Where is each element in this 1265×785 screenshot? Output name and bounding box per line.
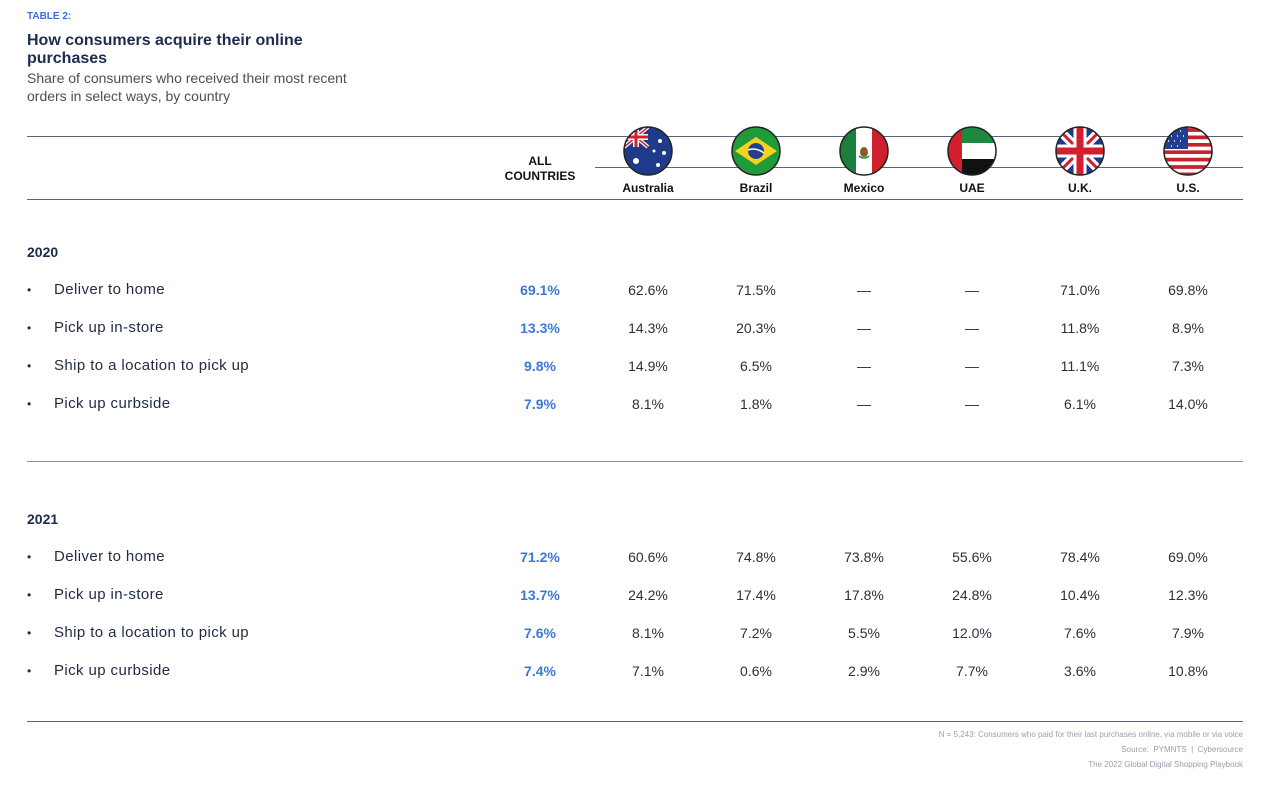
row-label: Pick up curbside <box>27 395 170 412</box>
row-label: Pick up in-store <box>27 319 164 336</box>
cell: — <box>965 358 979 374</box>
cell: 8.1% <box>632 625 664 641</box>
cell: 17.8% <box>844 587 884 603</box>
cell: 7.6% <box>1064 625 1096 641</box>
cell: 71.0% <box>1060 282 1100 298</box>
cell: 5.5% <box>848 625 880 641</box>
cell: 78.4% <box>1060 549 1100 565</box>
flag-uae <box>947 126 997 176</box>
cell: 14.0% <box>1168 396 1208 412</box>
title: How consumers acquire their online purch… <box>27 32 303 67</box>
footnote: N = 5,243: Consumers who paid for their … <box>938 730 1243 739</box>
cell: 24.2% <box>628 587 668 603</box>
cell: — <box>857 396 871 412</box>
column-header: Mexico <box>843 181 885 195</box>
cell: — <box>965 282 979 298</box>
row-label: Deliver to home <box>27 281 165 298</box>
column-header: U.S. <box>1176 181 1200 195</box>
rule <box>27 721 1243 722</box>
cell: 0.6% <box>740 663 772 679</box>
cell: 69.1% <box>520 282 560 298</box>
cell: 14.3% <box>628 320 668 336</box>
flag-us <box>1163 126 1213 176</box>
column-header: Brazil <box>739 181 773 195</box>
cell: 20.3% <box>736 320 776 336</box>
rule <box>27 199 1243 200</box>
cell: 1.8% <box>740 396 772 412</box>
flag-mexico <box>839 126 889 176</box>
cell: 17.4% <box>736 587 776 603</box>
column-header: Australia <box>622 181 674 195</box>
rule <box>595 167 1243 168</box>
row-label: Ship to a location to pick up <box>27 624 249 641</box>
cell: 7.9% <box>524 396 556 412</box>
cell: 2.9% <box>848 663 880 679</box>
section-year: 2020 <box>27 244 59 260</box>
cell: 7.2% <box>740 625 772 641</box>
cell: — <box>857 282 871 298</box>
cell: — <box>965 320 979 336</box>
flag-brazil <box>731 126 781 176</box>
cell: 24.8% <box>952 587 992 603</box>
subtitle: Share of consumers who received their mo… <box>27 70 347 104</box>
flags <box>623 126 1213 176</box>
cell: 7.3% <box>1172 358 1204 374</box>
cell: 71.2% <box>520 549 560 565</box>
cell: 55.6% <box>952 549 992 565</box>
cell: 3.6% <box>1064 663 1096 679</box>
rule <box>27 461 1243 462</box>
cell: 7.4% <box>524 663 556 679</box>
cell: 10.4% <box>1060 587 1100 603</box>
cell: 14.9% <box>628 358 668 374</box>
column-header: UAE <box>959 181 985 195</box>
cell: 12.0% <box>952 625 992 641</box>
cell: 6.5% <box>740 358 772 374</box>
cell: 7.1% <box>632 663 664 679</box>
cell: 8.9% <box>1172 320 1204 336</box>
column-header: U.K. <box>1068 181 1092 195</box>
row-label: Deliver to home <box>27 548 165 565</box>
column-header: ALL COUNTRIES <box>504 154 576 183</box>
cell: 11.8% <box>1060 320 1100 336</box>
cell: 71.5% <box>736 282 776 298</box>
cell: 60.6% <box>628 549 668 565</box>
cell: 62.6% <box>628 282 668 298</box>
cell: — <box>857 320 871 336</box>
table-label: TABLE 2: <box>27 11 72 22</box>
row-label: Ship to a location to pick up <box>27 357 249 374</box>
row-label: Pick up in-store <box>27 586 164 603</box>
publication: The 2022 Global Digital Shopping Playboo… <box>1088 760 1243 769</box>
cell: 11.1% <box>1060 358 1100 374</box>
cell: — <box>857 358 871 374</box>
cell: 6.1% <box>1064 396 1096 412</box>
cell: 73.8% <box>844 549 884 565</box>
cell: 7.6% <box>524 625 556 641</box>
source: Source: PYMNTS | Cybersource <box>1121 745 1243 754</box>
cell: 69.8% <box>1168 282 1208 298</box>
cell: 8.1% <box>632 396 664 412</box>
cell: 9.8% <box>524 358 556 374</box>
cell: 13.7% <box>520 587 560 603</box>
cell: 7.7% <box>956 663 988 679</box>
cell: 10.8% <box>1168 663 1208 679</box>
cell: 74.8% <box>736 549 776 565</box>
cell: 12.3% <box>1168 587 1208 603</box>
section-year: 2021 <box>27 511 59 527</box>
row-label: Pick up curbside <box>27 662 170 679</box>
cell: 7.9% <box>1172 625 1204 641</box>
cell: — <box>965 396 979 412</box>
cell: 13.3% <box>520 320 560 336</box>
flag-uk <box>1055 126 1105 176</box>
cell: 69.0% <box>1168 549 1208 565</box>
flag-australia <box>623 126 673 176</box>
